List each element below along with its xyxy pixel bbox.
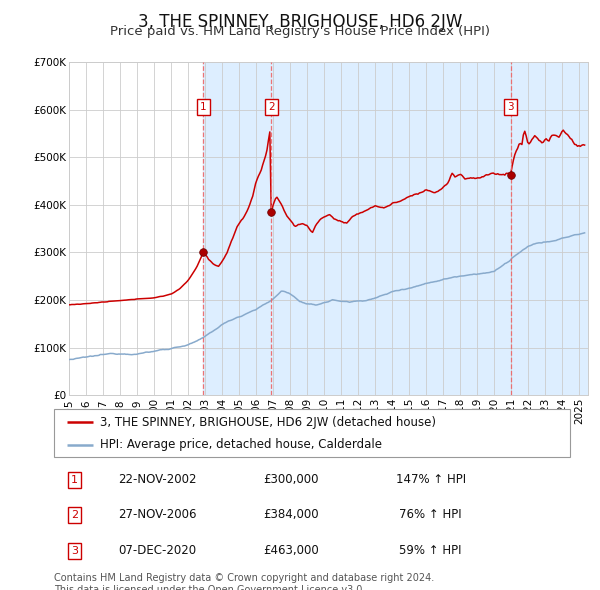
Bar: [511, 62, 588, 395]
FancyBboxPatch shape: [54, 409, 570, 457]
Text: £463,000: £463,000: [263, 545, 319, 558]
Text: 3, THE SPINNEY, BRIGHOUSE, HD6 2JW: 3, THE SPINNEY, BRIGHOUSE, HD6 2JW: [138, 13, 462, 31]
Text: 2: 2: [268, 102, 275, 112]
Text: 1: 1: [200, 102, 207, 112]
Text: 147% ↑ HPI: 147% ↑ HPI: [395, 473, 466, 486]
Text: HPI: Average price, detached house, Calderdale: HPI: Average price, detached house, Cald…: [100, 438, 382, 451]
Text: 76% ↑ HPI: 76% ↑ HPI: [400, 508, 462, 522]
Text: Price paid vs. HM Land Registry's House Price Index (HPI): Price paid vs. HM Land Registry's House …: [110, 25, 490, 38]
Text: 1: 1: [71, 475, 78, 485]
Text: 2: 2: [71, 510, 78, 520]
Bar: [271, 62, 511, 395]
Text: 22-NOV-2002: 22-NOV-2002: [118, 473, 196, 486]
Text: 59% ↑ HPI: 59% ↑ HPI: [400, 545, 462, 558]
Text: £384,000: £384,000: [263, 508, 319, 522]
Text: 3, THE SPINNEY, BRIGHOUSE, HD6 2JW (detached house): 3, THE SPINNEY, BRIGHOUSE, HD6 2JW (deta…: [100, 416, 436, 429]
Text: £300,000: £300,000: [263, 473, 319, 486]
Text: Contains HM Land Registry data © Crown copyright and database right 2024.
This d: Contains HM Land Registry data © Crown c…: [54, 573, 434, 590]
Text: 3: 3: [71, 546, 78, 556]
Text: 27-NOV-2006: 27-NOV-2006: [118, 508, 196, 522]
Text: 3: 3: [507, 102, 514, 112]
Bar: [203, 62, 271, 395]
Text: 07-DEC-2020: 07-DEC-2020: [118, 545, 196, 558]
